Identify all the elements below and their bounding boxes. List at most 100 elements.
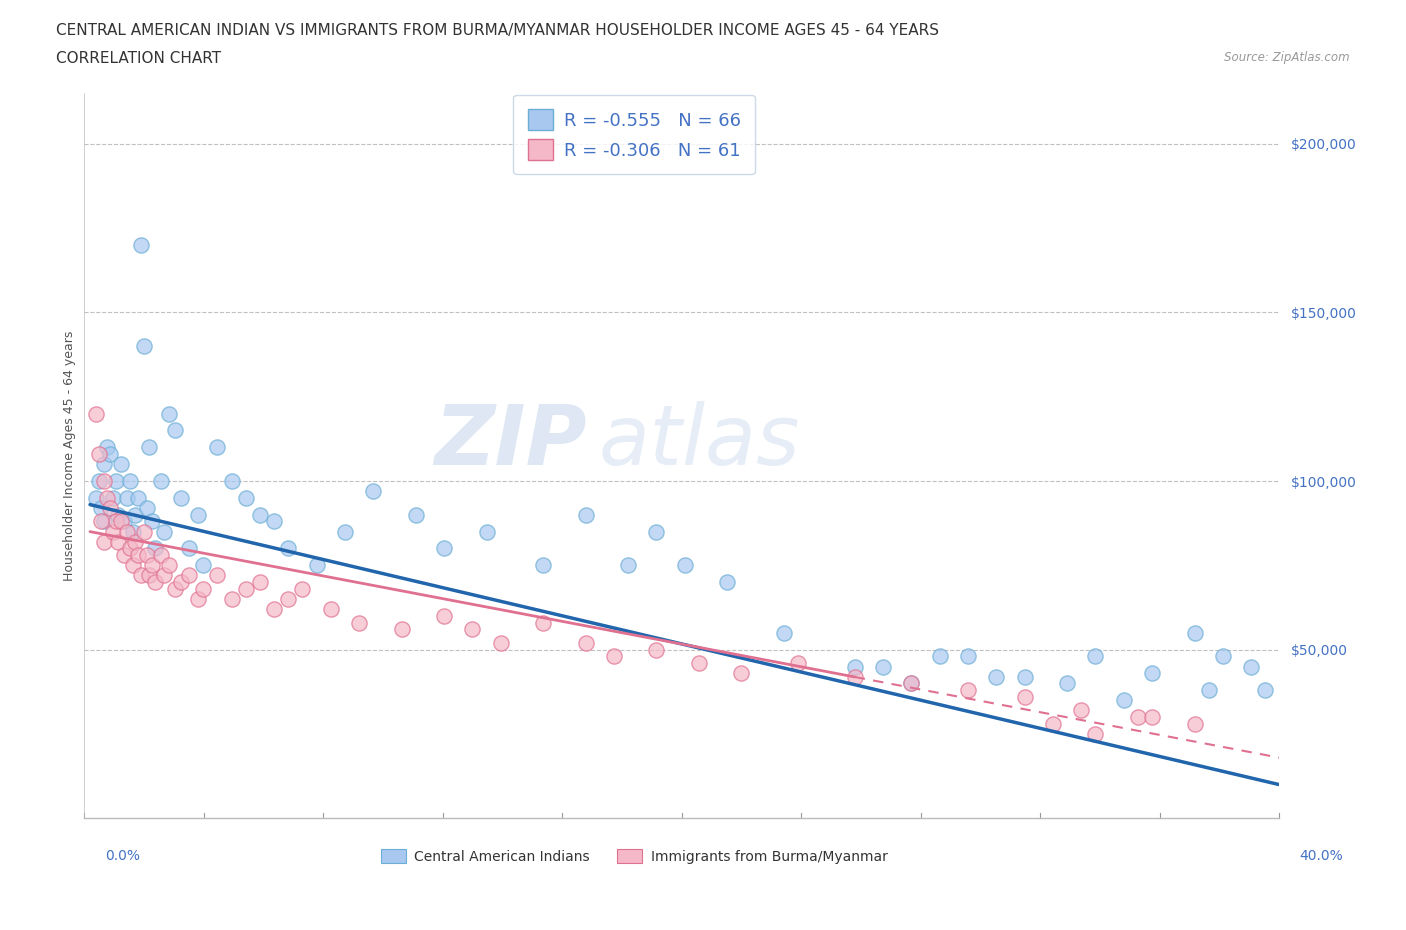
Point xyxy=(645,525,668,539)
Point xyxy=(433,541,456,556)
Point xyxy=(531,558,554,573)
Text: atlas: atlas xyxy=(599,401,800,482)
Point xyxy=(110,457,132,472)
Point xyxy=(1240,659,1263,674)
Point xyxy=(135,548,157,563)
Point xyxy=(187,591,209,606)
Point xyxy=(124,507,146,522)
Point xyxy=(163,423,186,438)
Point xyxy=(575,635,598,650)
Point xyxy=(138,440,160,455)
Point xyxy=(617,558,640,573)
Point xyxy=(84,406,107,421)
Point xyxy=(141,514,163,529)
Point xyxy=(688,656,710,671)
Point xyxy=(98,446,121,461)
Point xyxy=(149,548,172,563)
Point xyxy=(101,525,124,539)
Point xyxy=(121,525,143,539)
Point xyxy=(603,649,626,664)
Point xyxy=(249,575,271,590)
Point xyxy=(277,541,299,556)
Point xyxy=(84,490,107,505)
Point xyxy=(207,568,229,583)
Point xyxy=(773,625,796,640)
Point xyxy=(107,535,129,550)
Point xyxy=(115,490,138,505)
Point xyxy=(249,507,271,522)
Point xyxy=(1184,716,1206,731)
Point xyxy=(93,535,115,550)
Text: 0.0%: 0.0% xyxy=(105,849,141,863)
Point xyxy=(169,575,191,590)
Point xyxy=(1198,683,1220,698)
Point xyxy=(405,507,427,522)
Point xyxy=(124,535,146,550)
Point xyxy=(673,558,696,573)
Point xyxy=(141,558,163,573)
Point xyxy=(235,490,257,505)
Point xyxy=(900,676,922,691)
Point xyxy=(1126,710,1149,724)
Point xyxy=(347,616,370,631)
Point xyxy=(1140,666,1163,681)
Point xyxy=(475,525,498,539)
Point xyxy=(93,457,115,472)
Point xyxy=(716,575,738,590)
Point xyxy=(135,500,157,515)
Text: ZIP: ZIP xyxy=(433,401,586,482)
Point xyxy=(152,525,174,539)
Text: 40.0%: 40.0% xyxy=(1299,849,1343,863)
Point xyxy=(291,581,314,596)
Point xyxy=(575,507,598,522)
Point xyxy=(187,507,209,522)
Point xyxy=(1140,710,1163,724)
Point xyxy=(207,440,229,455)
Point xyxy=(96,490,118,505)
Point xyxy=(93,473,115,488)
Point xyxy=(157,406,180,421)
Point xyxy=(143,575,166,590)
Point xyxy=(1042,716,1064,731)
Point xyxy=(112,548,135,563)
Point xyxy=(118,473,141,488)
Point xyxy=(221,591,243,606)
Point xyxy=(115,525,138,539)
Point xyxy=(163,581,186,596)
Point xyxy=(90,500,112,515)
Point xyxy=(93,514,115,529)
Point xyxy=(319,602,342,617)
Point xyxy=(112,514,135,529)
Point xyxy=(193,558,215,573)
Point xyxy=(391,622,413,637)
Point xyxy=(1056,676,1078,691)
Point xyxy=(101,490,124,505)
Point xyxy=(149,473,172,488)
Point xyxy=(956,683,979,698)
Point xyxy=(1212,649,1234,664)
Point xyxy=(143,541,166,556)
Point xyxy=(1084,649,1107,664)
Point xyxy=(277,591,299,606)
Point xyxy=(956,649,979,664)
Point xyxy=(179,541,201,556)
Point xyxy=(118,541,141,556)
Point xyxy=(433,608,456,623)
Point xyxy=(193,581,215,596)
Point xyxy=(98,500,121,515)
Point xyxy=(461,622,484,637)
Point xyxy=(132,339,155,353)
Point xyxy=(1014,670,1036,684)
Point xyxy=(169,490,191,505)
Point xyxy=(1070,703,1092,718)
Point xyxy=(872,659,894,674)
Point xyxy=(90,514,112,529)
Point xyxy=(787,656,810,671)
Point xyxy=(844,670,866,684)
Point xyxy=(107,507,129,522)
Point xyxy=(221,473,243,488)
Point xyxy=(263,602,285,617)
Point xyxy=(179,568,201,583)
Point xyxy=(138,568,160,583)
Point xyxy=(361,484,384,498)
